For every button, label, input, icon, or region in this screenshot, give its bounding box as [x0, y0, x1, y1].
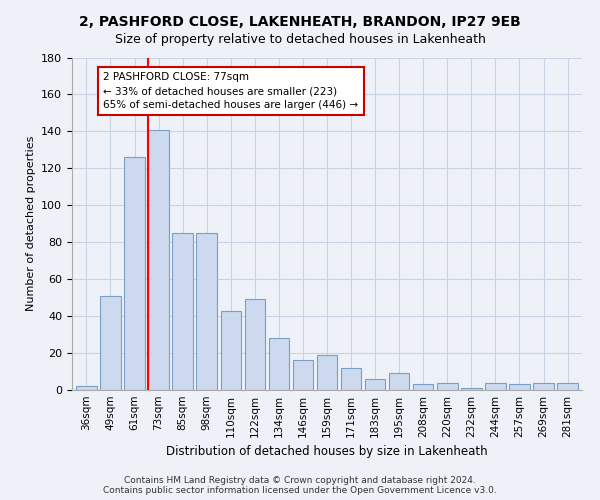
Bar [317, 355, 337, 390]
Text: Size of property relative to detached houses in Lakenheath: Size of property relative to detached ho… [115, 32, 485, 46]
Text: Contains public sector information licensed under the Open Government Licence v3: Contains public sector information licen… [103, 486, 497, 495]
Bar [172, 233, 193, 390]
Bar [365, 379, 385, 390]
Bar [437, 382, 458, 390]
Bar [533, 382, 554, 390]
Bar [76, 386, 97, 390]
Bar [269, 338, 289, 390]
X-axis label: Distribution of detached houses by size in Lakenheath: Distribution of detached houses by size … [166, 446, 488, 458]
Y-axis label: Number of detached properties: Number of detached properties [26, 136, 35, 312]
Bar [148, 130, 169, 390]
Text: Contains HM Land Registry data © Crown copyright and database right 2024.: Contains HM Land Registry data © Crown c… [124, 476, 476, 485]
Bar [293, 360, 313, 390]
Bar [124, 157, 145, 390]
Bar [509, 384, 530, 390]
Bar [196, 233, 217, 390]
Bar [389, 374, 409, 390]
Bar [413, 384, 433, 390]
Bar [100, 296, 121, 390]
Bar [221, 310, 241, 390]
Bar [557, 382, 578, 390]
Text: 2, PASHFORD CLOSE, LAKENHEATH, BRANDON, IP27 9EB: 2, PASHFORD CLOSE, LAKENHEATH, BRANDON, … [79, 15, 521, 29]
Bar [461, 388, 482, 390]
Bar [485, 382, 506, 390]
Bar [341, 368, 361, 390]
Bar [245, 300, 265, 390]
Text: 2 PASHFORD CLOSE: 77sqm
← 33% of detached houses are smaller (223)
65% of semi-d: 2 PASHFORD CLOSE: 77sqm ← 33% of detache… [103, 72, 358, 110]
